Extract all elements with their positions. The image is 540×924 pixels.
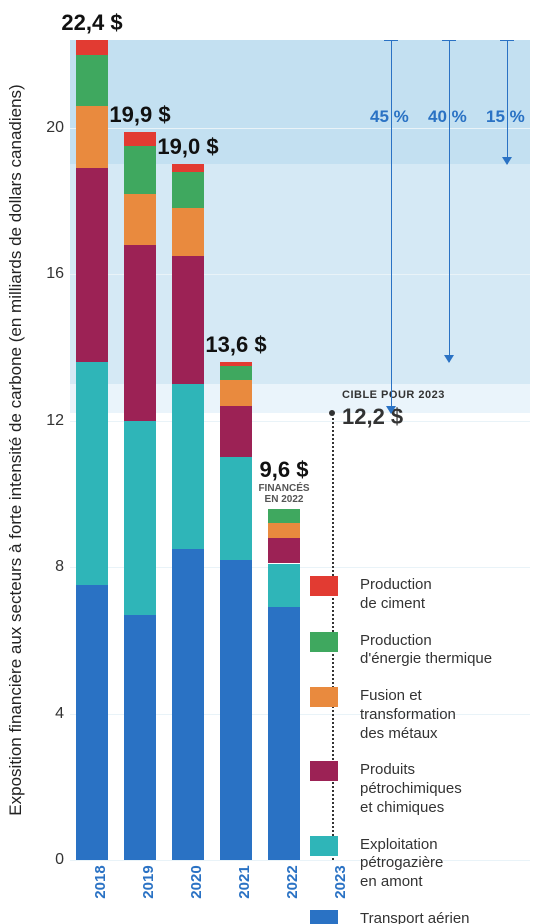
bar-label-wrap: 19,9 $	[109, 102, 170, 128]
bar-segment-transport_aerien	[268, 607, 300, 860]
chevron-down-icon	[502, 157, 512, 165]
stacked-bar: 22,4 $	[76, 40, 108, 860]
x-tick-label: 2021	[236, 865, 253, 898]
y-tick-label: 20	[46, 119, 70, 137]
bar-segment-energie_thermique	[172, 172, 204, 209]
legend-item: Produitspétrochimiqueset chimiques	[310, 761, 492, 817]
y-tick-label: 4	[55, 705, 70, 723]
legend-text: Fusion ettransformationdes métaux	[360, 687, 456, 743]
reduction-arrow	[448, 40, 449, 362]
bar-label-wrap: 13,6 $	[205, 332, 266, 358]
x-tick-label: 2020	[188, 865, 205, 898]
legend-item: Transport aérien	[310, 910, 492, 924]
stacked-bar: 13,6 $	[220, 362, 252, 860]
bar-segment-transport_aerien	[124, 615, 156, 860]
legend-swatch	[310, 632, 338, 652]
bar-segment-exploitation_amont	[76, 362, 108, 585]
legend-swatch	[310, 687, 338, 707]
y-tick-label: 16	[46, 265, 70, 283]
y-tick-label: 12	[46, 412, 70, 430]
bar-total-label: 19,0 $	[157, 134, 218, 160]
legend-swatch	[310, 576, 338, 596]
bar-segment-petrochimiques	[124, 245, 156, 421]
bar-label-wrap: 19,0 $	[157, 134, 218, 160]
legend-swatch	[310, 910, 338, 924]
bar-segment-transport_aerien	[76, 585, 108, 860]
bar-segment-exploitation_amont	[220, 457, 252, 560]
stacked-bar: 9,6 $FINANCÉSEN 2022	[268, 509, 300, 860]
bar-segment-petrochimiques	[76, 168, 108, 362]
legend-text: Produitspétrochimiqueset chimiques	[360, 761, 462, 817]
arrow-shaft	[507, 40, 508, 164]
x-tick-label: 2022	[284, 865, 301, 898]
bar-segment-energie_thermique	[268, 509, 300, 524]
target-caption-small: CIBLE POUR 2023	[342, 389, 445, 403]
bar-segment-transport_aerien	[220, 560, 252, 860]
legend-item: Fusion ettransformationdes métaux	[310, 687, 492, 743]
reduction-percent-label: 45 %	[370, 107, 409, 127]
x-tick-label: 2019	[140, 865, 157, 898]
bar-total-label: 13,6 $	[205, 332, 266, 358]
chevron-down-icon	[386, 406, 396, 414]
legend-swatch	[310, 761, 338, 781]
bar-subtitle: FINANCÉSEN 2022	[258, 483, 309, 505]
arrow-shaft	[391, 40, 392, 413]
reduction-arrow	[390, 40, 391, 413]
bar-segment-fusion_metaux	[76, 106, 108, 168]
bar-segment-exploitation_amont	[172, 384, 204, 549]
arrow-shaft	[449, 40, 450, 362]
bar-segment-exploitation_amont	[124, 421, 156, 615]
chart-stage: Exposition financière aux secteurs à for…	[0, 0, 540, 924]
legend-text: Exploitationpétrogazièreen amont	[360, 836, 443, 892]
y-tick-label: 8	[55, 558, 70, 576]
legend-item: Exploitationpétrogazièreen amont	[310, 836, 492, 892]
bar-total-label: 19,9 $	[109, 102, 170, 128]
bar-segment-ciment	[172, 164, 204, 171]
bar-segment-energie_thermique	[220, 366, 252, 381]
bar-segment-fusion_metaux	[172, 208, 204, 256]
legend-text: Productiond'énergie thermique	[360, 632, 492, 670]
x-tick-label: 2018	[92, 865, 109, 898]
reduction-arrow	[506, 40, 507, 164]
gridline	[70, 128, 530, 129]
bar-segment-fusion_metaux	[124, 194, 156, 245]
bar-segment-energie_thermique	[124, 146, 156, 194]
legend-item: Productiond'énergie thermique	[310, 632, 492, 670]
reduction-percent-label: 40 %	[428, 107, 467, 127]
legend: Productionde ciment Productiond'énergie t…	[310, 576, 492, 924]
y-axis-label: Exposition financière aux secteurs à for…	[6, 84, 26, 815]
bar-segment-ciment	[76, 40, 108, 55]
bar-segment-petrochimiques	[220, 406, 252, 457]
stacked-bar: 19,9 $	[124, 132, 156, 860]
legend-text: Productionde ciment	[360, 576, 432, 614]
bar-segment-fusion_metaux	[220, 380, 252, 406]
stacked-bar: 19,0 $	[172, 164, 204, 860]
bar-label-wrap: 9,6 $FINANCÉSEN 2022	[258, 457, 309, 505]
y-tick-label: 0	[55, 851, 70, 869]
bar-total-label: 22,4 $	[61, 10, 122, 36]
plot-area: 048121620201822,4 $201919,9 $202019,0 $2…	[70, 40, 530, 860]
bar-segment-ciment	[124, 132, 156, 147]
bar-label-wrap: 22,4 $	[61, 10, 122, 36]
bar-segment-petrochimiques	[172, 256, 204, 384]
target-dot	[329, 410, 335, 416]
bar-total-label: 9,6 $	[258, 457, 309, 483]
legend-text: Transport aérien	[360, 910, 470, 924]
bar-segment-petrochimiques	[268, 538, 300, 564]
chevron-down-icon	[444, 355, 454, 363]
legend-item: Productionde ciment	[310, 576, 492, 614]
bar-segment-exploitation_amont	[268, 564, 300, 608]
bar-segment-ciment	[220, 362, 252, 366]
bar-segment-energie_thermique	[76, 55, 108, 106]
bar-segment-transport_aerien	[172, 549, 204, 860]
legend-swatch	[310, 836, 338, 856]
reduction-percent-label: 15 %	[486, 107, 525, 127]
bar-segment-fusion_metaux	[268, 523, 300, 538]
